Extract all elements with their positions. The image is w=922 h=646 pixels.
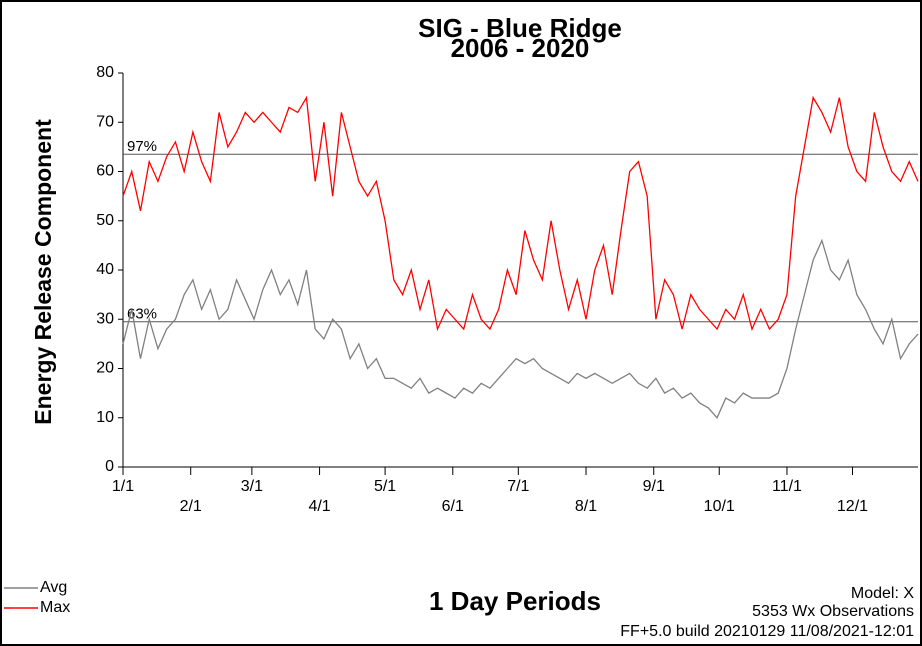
x-tick-label: 3/1 xyxy=(241,478,263,495)
x-tick-label: 12/1 xyxy=(837,498,868,515)
x-tick-label: 1/1 xyxy=(112,478,134,495)
x-tick-label: 10/1 xyxy=(704,498,735,515)
x-axis-label: 1 Day Periods xyxy=(429,586,601,616)
x-tick-label: 6/1 xyxy=(442,498,464,515)
y-tick-label: 30 xyxy=(96,310,114,327)
y-tick-label: 70 xyxy=(96,113,114,130)
y-tick-label: 50 xyxy=(96,212,114,229)
x-tick-label: 8/1 xyxy=(575,498,597,515)
percentile-label: 63% xyxy=(127,306,157,323)
y-tick-label: 10 xyxy=(96,409,114,426)
annotation: FF+5.0 build 20210129 11/08/2021-12:01 xyxy=(620,623,914,640)
x-tick-label: 2/1 xyxy=(180,498,202,515)
annotation: 5353 Wx Observations xyxy=(752,603,914,620)
x-tick-label: 9/1 xyxy=(643,478,665,495)
x-tick-label: 5/1 xyxy=(374,478,396,495)
x-tick-label: 4/1 xyxy=(308,498,330,515)
x-tick-label: 11/1 xyxy=(772,478,802,495)
y-tick-label: 20 xyxy=(96,360,114,377)
annotation: Model: X xyxy=(851,585,914,602)
series-line xyxy=(122,238,919,419)
x-tick-label: 7/1 xyxy=(507,478,529,495)
y-axis-label: Energy Release Component xyxy=(30,119,56,425)
y-tick-label: 80 xyxy=(96,64,114,81)
chart-subtitle: 2006 - 2020 xyxy=(451,33,590,63)
y-tick-label: 0 xyxy=(105,458,114,475)
y-tick-label: 40 xyxy=(96,261,114,278)
legend-label: Avg xyxy=(40,579,67,596)
series-line xyxy=(122,95,919,332)
chart-title: SIG - Blue Ridge xyxy=(418,13,622,43)
legend-label: Max xyxy=(40,599,70,616)
y-tick-label: 60 xyxy=(96,163,114,180)
percentile-label: 97% xyxy=(127,138,157,155)
